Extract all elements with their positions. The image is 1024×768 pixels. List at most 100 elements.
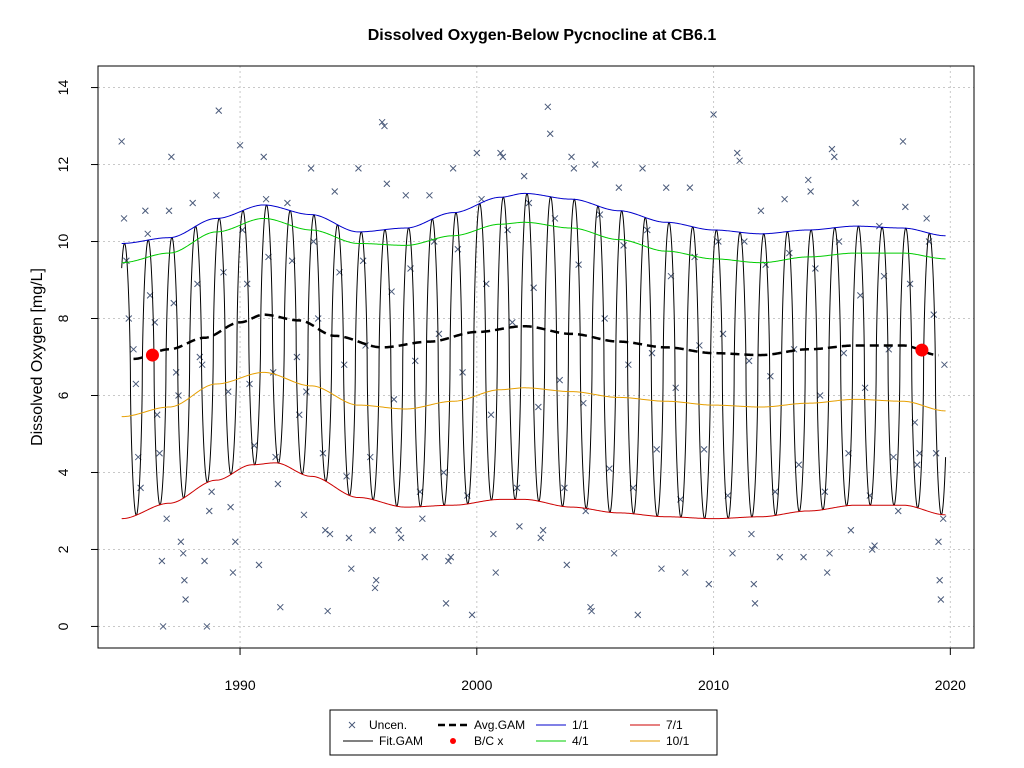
y-tick-label: 4	[55, 468, 71, 476]
uncensored-point	[440, 469, 448, 476]
uncensored-point	[236, 141, 244, 149]
legend-item: 10/1	[630, 734, 690, 748]
uncensored-point	[776, 553, 784, 561]
uncensored-point	[355, 165, 362, 172]
uncensored-point	[118, 138, 126, 145]
uncensored-point	[227, 503, 234, 511]
y-tick-label: 8	[55, 314, 71, 322]
uncensored-point	[435, 330, 443, 338]
uncensored-point	[487, 411, 495, 419]
uncensored-points	[118, 103, 948, 630]
uncensored-point	[314, 315, 322, 322]
grid-lines	[98, 66, 974, 648]
uncensored-point	[700, 446, 708, 453]
legend-box	[329, 709, 718, 756]
uncensored-point	[691, 253, 698, 261]
uncensored-point	[556, 376, 564, 384]
uncensored-point	[901, 203, 909, 211]
uncensored-point	[894, 507, 902, 515]
legend-label: 1/1	[572, 718, 589, 732]
uncensored-point	[231, 538, 239, 546]
uncensored-point	[492, 569, 500, 576]
legend-label: 4/1	[572, 734, 589, 748]
uncensored-point	[729, 549, 736, 557]
uncensored-point	[757, 207, 765, 215]
y-tick-label: 6	[55, 391, 71, 399]
legend-item: 4/1	[536, 734, 589, 748]
uncensored-point	[276, 603, 284, 611]
uncensored-point	[203, 623, 211, 630]
uncensored-point	[899, 138, 907, 145]
uncensored-point	[816, 392, 824, 399]
uncensored-point	[653, 446, 661, 453]
uncensored-point	[591, 161, 599, 168]
uncensored-point	[539, 526, 547, 534]
y-tick-label: 10	[55, 234, 71, 250]
uncensored-point	[395, 526, 403, 534]
y-tick-label: 12	[55, 157, 71, 173]
fit-gam-line	[121, 192, 947, 519]
uncensored-point	[719, 330, 727, 338]
uncensored-point	[369, 526, 376, 534]
bc-point	[145, 348, 159, 362]
uncensored-point	[795, 461, 803, 469]
uncensored-point	[130, 345, 137, 353]
uncensored-point	[255, 561, 263, 569]
uncensored-point	[516, 523, 523, 530]
uncensored-point	[781, 195, 788, 203]
uncensored-point	[852, 199, 859, 207]
seasonal-quantile-lines	[121, 192, 946, 520]
uncensored-point	[800, 553, 807, 561]
y-tick-label: 2	[55, 545, 71, 553]
uncensored-point	[544, 103, 552, 111]
uncensored-point	[419, 515, 426, 523]
uncensored-point	[615, 184, 623, 191]
uncensored-point	[624, 361, 632, 369]
uncensored-point	[378, 118, 386, 126]
y-tick-label: 14	[55, 80, 71, 96]
legend-item: B/C x	[450, 734, 503, 748]
uncensored-point	[144, 230, 152, 238]
uncensored-point	[890, 453, 897, 461]
uncensored-point	[478, 195, 485, 203]
uncensored-point	[520, 172, 528, 180]
uncensored-point	[563, 561, 571, 569]
uncensored-point	[132, 380, 140, 388]
uncensored-point	[546, 130, 554, 138]
legend-marker-x	[348, 721, 356, 729]
uncensored-point	[372, 576, 380, 584]
legend-label: 10/1	[666, 734, 690, 748]
uncensored-point	[326, 530, 334, 538]
uncensored-point	[830, 153, 838, 161]
uncensored-point	[710, 111, 717, 118]
uncensored-point	[804, 176, 812, 184]
uncensored-point	[284, 199, 291, 207]
legend-label: B/C x	[474, 734, 503, 748]
legend-marker-dot	[450, 738, 456, 744]
legend-item: 1/1	[536, 718, 589, 732]
uncensored-point	[137, 484, 144, 492]
uncensored-point	[381, 122, 388, 130]
uncensored-point	[229, 569, 237, 576]
series-line-4-1	[121, 217, 946, 264]
uncensored-point	[736, 157, 743, 165]
legend-label: Fit.GAM	[379, 734, 423, 748]
bc-points	[145, 343, 929, 362]
uncensored-point	[587, 603, 594, 611]
uncensored-point	[340, 361, 348, 369]
y-tick-label: 0	[55, 622, 71, 630]
uncensored-point	[205, 507, 213, 515]
uncensored-point	[402, 191, 410, 199]
uncensored-point	[923, 215, 931, 222]
uncensored-point	[936, 576, 944, 584]
uncensored-point	[658, 565, 665, 573]
uncensored-point	[347, 565, 355, 573]
uncensored-point	[159, 623, 167, 630]
uncensored-point	[198, 361, 206, 369]
uncensored-point	[177, 538, 185, 546]
legend-label: 7/1	[666, 718, 683, 732]
uncensored-point	[156, 449, 163, 457]
uncensored-point	[601, 315, 609, 322]
uncensored-point	[390, 395, 398, 403]
